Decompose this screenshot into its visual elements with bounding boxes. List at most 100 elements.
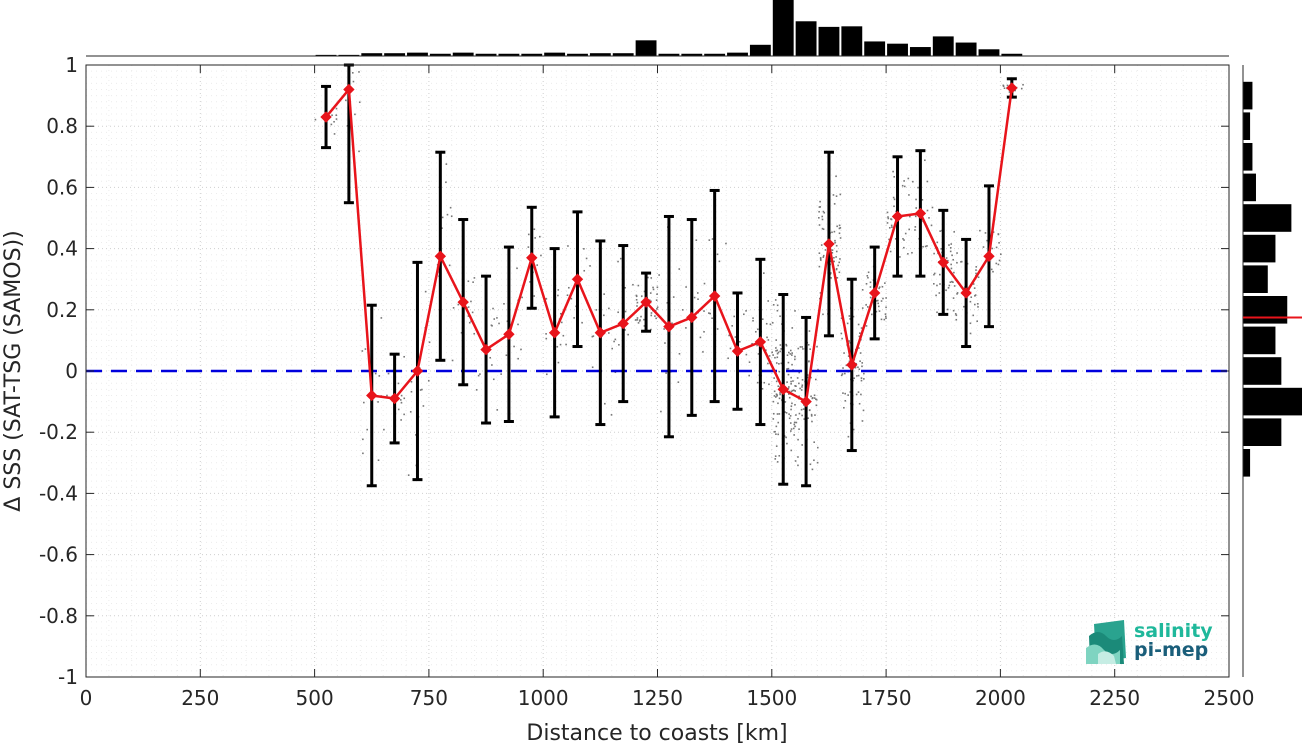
top-histogram-bar <box>521 53 543 56</box>
scatter-point <box>949 250 952 253</box>
scatter-point <box>441 216 444 219</box>
scatter-point <box>545 333 547 335</box>
scatter-point <box>757 328 759 331</box>
scatter-point <box>858 335 861 338</box>
top-histogram-bar <box>475 53 497 56</box>
scatter-point <box>452 307 455 309</box>
scatter-point <box>809 348 811 350</box>
scatter-point <box>982 246 985 248</box>
scatter-point <box>890 224 893 227</box>
x-tick-label: 250 <box>181 686 219 710</box>
y-tick-label: -1 <box>58 665 78 689</box>
scatter-point <box>592 335 595 337</box>
scatter-point <box>445 181 447 184</box>
scatter-point <box>352 80 355 83</box>
scatter-point <box>794 385 796 387</box>
scatter-point <box>869 286 872 288</box>
scatter-point <box>678 268 681 270</box>
scatter-point <box>409 411 412 413</box>
scatter-point <box>952 258 954 261</box>
scatter-point <box>904 232 907 235</box>
scatter-point <box>914 215 917 218</box>
scatter-point <box>649 292 652 294</box>
scatter-point <box>949 281 952 283</box>
scatter-point <box>894 238 897 240</box>
scatter-point <box>776 309 779 312</box>
x-tick-label: 1250 <box>632 686 683 710</box>
scatter-point <box>545 373 548 376</box>
scatter-point <box>624 329 626 331</box>
scatter-point <box>834 239 836 242</box>
scatter-point <box>787 361 790 364</box>
scatter-point <box>793 434 795 436</box>
scatter-point <box>568 286 570 289</box>
scatter-point <box>903 246 905 249</box>
scatter-point <box>808 330 811 332</box>
scatter-point <box>956 261 958 264</box>
scatter-point <box>767 339 770 341</box>
scatter-point <box>780 362 783 365</box>
scatter-point <box>822 254 825 257</box>
scatter-point <box>886 211 889 214</box>
scatter-point <box>779 315 781 318</box>
scatter-point <box>791 363 793 366</box>
scatter-point <box>840 374 843 377</box>
top-histogram-bar <box>955 42 977 56</box>
scatter-point <box>922 245 924 248</box>
scatter-point <box>990 268 993 271</box>
scatter-point <box>573 317 575 319</box>
right-histogram-bar <box>1243 357 1282 385</box>
scatter-point <box>935 294 937 297</box>
scatter-point <box>652 288 655 291</box>
scatter-point <box>656 308 658 310</box>
scatter-point <box>775 362 778 364</box>
right-histogram-bar <box>1243 143 1253 171</box>
scatter-point <box>791 352 794 354</box>
top-histogram-bar <box>658 53 680 56</box>
scatter-point <box>933 283 935 285</box>
scatter-point <box>833 230 836 233</box>
scatter-point <box>865 325 868 327</box>
scatter-point <box>637 284 640 287</box>
scatter-point <box>907 253 909 255</box>
scatter-point <box>503 303 505 305</box>
scatter-point <box>908 228 910 231</box>
scatter-point <box>789 353 792 355</box>
right-histogram-bar <box>1243 81 1253 110</box>
scatter-point <box>784 401 787 403</box>
scatter-point <box>777 421 780 424</box>
scatter-point <box>335 118 338 120</box>
scatter-point <box>748 374 750 377</box>
scatter-point <box>822 313 824 316</box>
scatter-point <box>865 283 868 285</box>
scatter-point <box>566 294 569 297</box>
scatter-point <box>814 414 816 416</box>
scatter-point <box>581 321 583 324</box>
scatter-point <box>974 303 976 306</box>
scatter-point <box>570 297 573 300</box>
scatter-point <box>708 312 710 314</box>
scatter-point <box>778 413 781 415</box>
scatter-point <box>835 195 838 197</box>
scatter-point <box>970 296 973 299</box>
scatter-point <box>467 315 470 317</box>
scatter-point <box>779 392 781 394</box>
scatter-point <box>801 386 803 388</box>
scatter-point <box>407 474 410 476</box>
scatter-point <box>836 225 838 228</box>
scatter-point <box>636 301 639 304</box>
scatter-point <box>1003 87 1006 89</box>
scatter-point <box>840 332 843 335</box>
scatter-point <box>842 367 844 369</box>
scatter-point <box>969 300 972 303</box>
scatter-point <box>785 436 787 439</box>
scatter-point <box>811 468 814 471</box>
scatter-point <box>776 304 779 307</box>
scatter-point <box>776 356 779 359</box>
scatter-point <box>533 295 535 297</box>
scatter-point <box>665 372 667 374</box>
scatter-point <box>819 257 822 259</box>
scatter-point <box>950 263 952 266</box>
scatter-point <box>963 305 965 308</box>
